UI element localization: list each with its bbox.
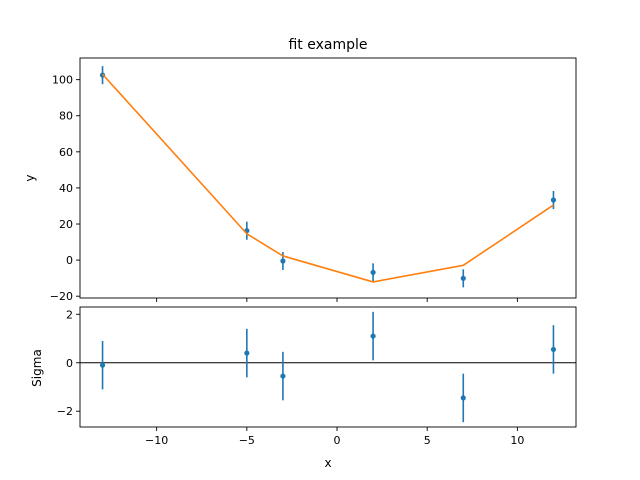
x-axis-label: x — [324, 456, 331, 470]
bottom-data-point — [550, 346, 557, 353]
top-data-point — [370, 269, 376, 275]
top-y-tick-label: 0 — [66, 254, 73, 267]
bottom-x-tick-label: −10 — [145, 434, 168, 447]
top-y-axis-label: y — [23, 174, 37, 181]
top-axes-frame — [79, 57, 577, 299]
bottom-y-tick-label: 0 — [66, 357, 73, 370]
residual-plot: −10 −5 0 5 10 −2 0 2 — [57, 306, 577, 447]
bottom-data-point — [99, 362, 106, 368]
top-data-point — [460, 275, 466, 281]
bottom-data-point — [244, 350, 250, 356]
bottom-x-tick-label: −5 — [239, 434, 255, 447]
bottom-data-point — [280, 373, 286, 379]
bottom-data-point — [370, 333, 376, 339]
bottom-data-point — [460, 395, 466, 401]
bottom-y-tick-label: 2 — [66, 308, 73, 321]
bottom-axes-frame — [79, 306, 577, 428]
top-data-point — [550, 197, 557, 203]
top-y-tick-label: 20 — [59, 218, 73, 231]
fit-plot: −20 0 20 40 60 80 100 — [50, 57, 577, 303]
bottom-x-tick-label: 5 — [424, 434, 431, 447]
top-y-tick-label: −20 — [50, 290, 73, 303]
top-y-tick-label: 60 — [59, 146, 73, 159]
bottom-y-tick-label: −2 — [57, 405, 73, 418]
top-data-point — [280, 258, 286, 264]
top-y-tick-label: 40 — [59, 182, 73, 195]
top-y-tick-label: 100 — [52, 74, 73, 87]
chart-title: fit example — [288, 37, 367, 53]
bottom-x-tick-label: 0 — [334, 434, 341, 447]
top-y-tick-label: 80 — [59, 110, 73, 123]
bottom-x-tick-label: 10 — [510, 434, 524, 447]
bottom-y-axis-label: Sigma — [30, 349, 44, 387]
top-fit-line — [101, 73, 554, 283]
